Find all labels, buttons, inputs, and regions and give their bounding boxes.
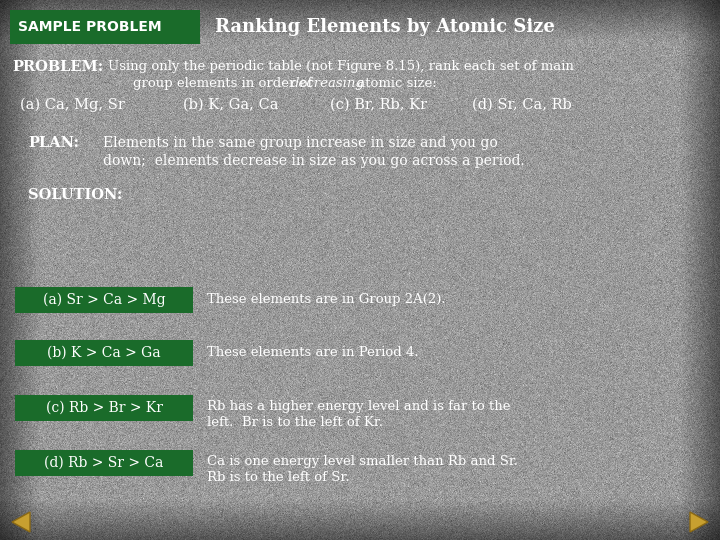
Text: SAMPLE PROBLEM: SAMPLE PROBLEM: [18, 20, 161, 34]
Text: group elements in order of: group elements in order of: [133, 77, 317, 90]
Text: PROBLEM:: PROBLEM:: [12, 60, 103, 74]
Text: (b) K > Ca > Ga: (b) K > Ca > Ga: [48, 346, 161, 360]
FancyBboxPatch shape: [15, 450, 193, 476]
FancyBboxPatch shape: [15, 340, 193, 366]
Text: (d) Sr, Ca, Rb: (d) Sr, Ca, Rb: [472, 98, 572, 112]
Text: (c) Rb > Br > Kr: (c) Rb > Br > Kr: [45, 401, 163, 415]
Text: Ca is one energy level smaller than Rb and Sr.: Ca is one energy level smaller than Rb a…: [207, 455, 518, 468]
Text: Elements in the same group increase in size and you go: Elements in the same group increase in s…: [103, 136, 498, 150]
Text: Ranking Elements by Atomic Size: Ranking Elements by Atomic Size: [215, 18, 555, 36]
Text: left.  Br is to the left of Kr.: left. Br is to the left of Kr.: [207, 416, 383, 429]
FancyBboxPatch shape: [15, 395, 193, 421]
Text: These elements are in Group 2A(2).: These elements are in Group 2A(2).: [207, 294, 446, 307]
Polygon shape: [12, 512, 30, 532]
Text: (b) K, Ga, Ca: (b) K, Ga, Ca: [183, 98, 279, 112]
Text: (c) Br, Rb, Kr: (c) Br, Rb, Kr: [330, 98, 427, 112]
Text: down;  elements decrease in size as you go across a period.: down; elements decrease in size as you g…: [103, 154, 525, 168]
Text: decreasing: decreasing: [291, 77, 365, 90]
Text: atomic size:: atomic size:: [353, 77, 437, 90]
Text: (d) Rb > Sr > Ca: (d) Rb > Sr > Ca: [45, 456, 163, 470]
Text: These elements are in Period 4.: These elements are in Period 4.: [207, 347, 418, 360]
Text: Rb is to the left of Sr.: Rb is to the left of Sr.: [207, 471, 349, 484]
Text: SOLUTION:: SOLUTION:: [28, 188, 122, 202]
FancyBboxPatch shape: [10, 10, 200, 44]
Polygon shape: [690, 512, 708, 532]
Text: Using only the periodic table (not Figure 8.15), rank each set of main: Using only the periodic table (not Figur…: [108, 60, 574, 73]
Text: (a) Ca, Mg, Sr: (a) Ca, Mg, Sr: [20, 98, 125, 112]
FancyBboxPatch shape: [15, 287, 193, 313]
Text: PLAN:: PLAN:: [28, 136, 79, 150]
Text: (a) Sr > Ca > Mg: (a) Sr > Ca > Mg: [42, 293, 166, 307]
Text: Rb has a higher energy level and is far to the: Rb has a higher energy level and is far …: [207, 400, 510, 413]
